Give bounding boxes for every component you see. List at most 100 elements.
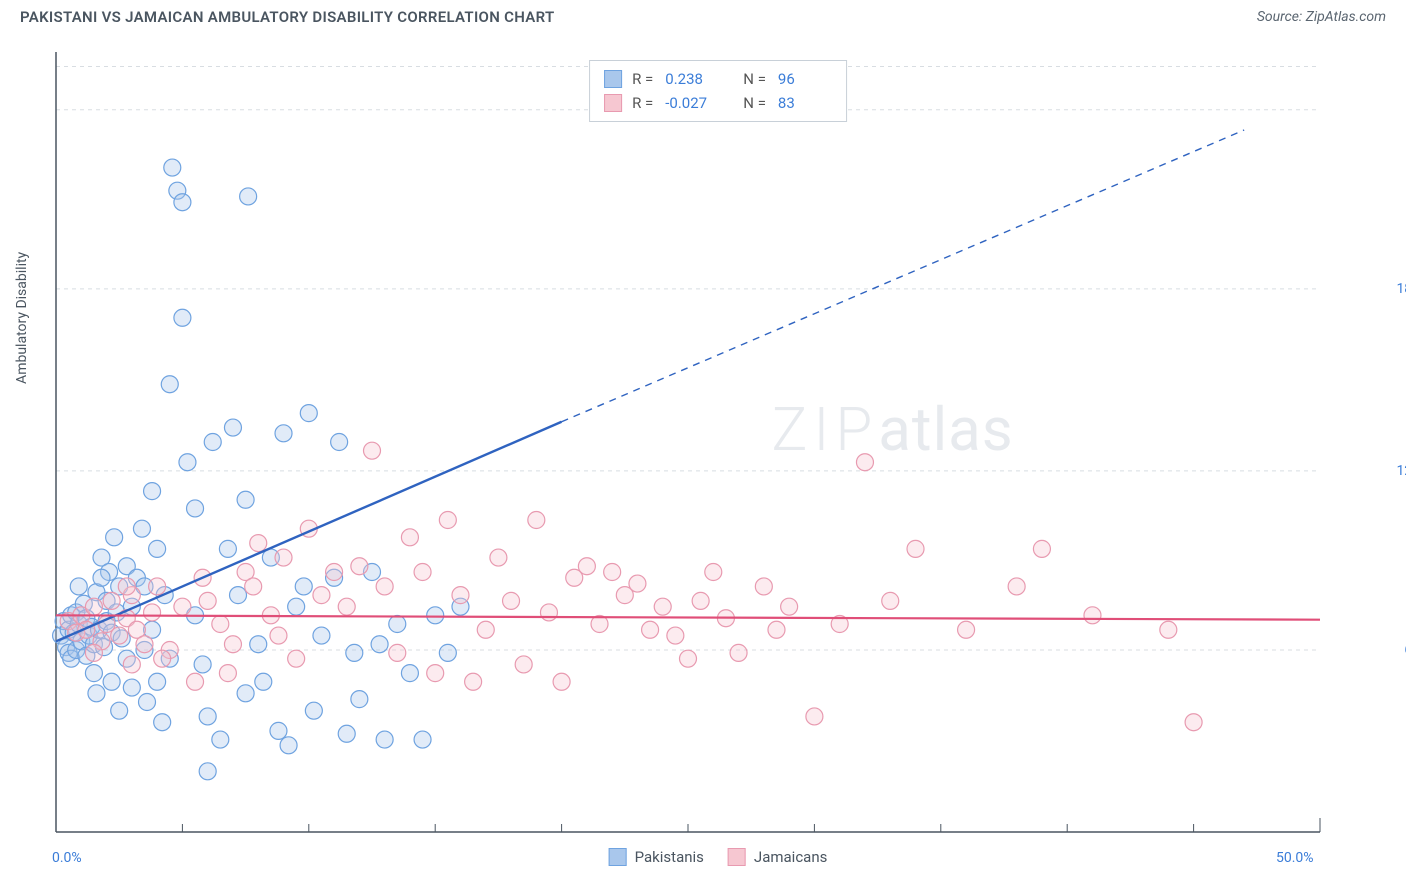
data-point bbox=[240, 188, 257, 205]
trend-line-extrapolated bbox=[562, 130, 1245, 422]
data-point bbox=[179, 454, 196, 471]
data-point bbox=[401, 665, 418, 682]
data-point bbox=[338, 598, 355, 615]
data-point bbox=[93, 569, 110, 586]
data-point bbox=[275, 425, 292, 442]
data-point bbox=[515, 656, 532, 673]
data-point bbox=[1033, 540, 1050, 557]
data-point bbox=[136, 636, 153, 653]
data-point bbox=[364, 442, 381, 459]
data-point bbox=[331, 434, 348, 451]
data-point bbox=[540, 604, 557, 621]
data-point bbox=[88, 685, 105, 702]
data-point bbox=[199, 708, 216, 725]
data-point bbox=[427, 665, 444, 682]
legend-series-item: Jamaicans bbox=[728, 848, 827, 866]
data-point bbox=[144, 604, 161, 621]
data-point bbox=[414, 731, 431, 748]
legend-swatch bbox=[728, 848, 746, 866]
data-point bbox=[755, 578, 772, 595]
data-point bbox=[280, 737, 297, 754]
data-point bbox=[768, 621, 785, 638]
data-point bbox=[199, 592, 216, 609]
legend-r-label: R = bbox=[632, 91, 653, 115]
data-point bbox=[219, 665, 236, 682]
data-point bbox=[237, 491, 254, 508]
data-point bbox=[389, 616, 406, 633]
data-point bbox=[427, 607, 444, 624]
data-point bbox=[351, 691, 368, 708]
data-point bbox=[250, 535, 267, 552]
data-point bbox=[295, 578, 312, 595]
data-point bbox=[149, 540, 166, 557]
data-point bbox=[300, 405, 317, 422]
data-point bbox=[414, 564, 431, 581]
data-point bbox=[154, 650, 171, 667]
data-point bbox=[680, 650, 697, 667]
data-point bbox=[187, 673, 204, 690]
legend-row: R =-0.027N =83 bbox=[604, 91, 832, 115]
data-point bbox=[1008, 578, 1025, 595]
data-point bbox=[275, 549, 292, 566]
trend-line bbox=[56, 615, 1320, 619]
data-point bbox=[907, 540, 924, 557]
data-point bbox=[144, 483, 161, 500]
data-point bbox=[856, 454, 873, 471]
data-point bbox=[351, 558, 368, 575]
data-point bbox=[123, 679, 140, 696]
data-point bbox=[882, 592, 899, 609]
data-point bbox=[149, 673, 166, 690]
data-point bbox=[270, 722, 287, 739]
data-point bbox=[629, 575, 646, 592]
data-point bbox=[439, 644, 456, 661]
data-point bbox=[245, 578, 262, 595]
data-point bbox=[376, 578, 393, 595]
data-point bbox=[781, 598, 798, 615]
data-point bbox=[642, 621, 659, 638]
legend-series-item: Pakistanis bbox=[609, 848, 704, 866]
scatter-plot bbox=[50, 42, 1386, 842]
data-point bbox=[553, 673, 570, 690]
data-point bbox=[503, 592, 520, 609]
legend-swatch bbox=[604, 94, 622, 112]
legend-swatch bbox=[604, 70, 622, 88]
data-point bbox=[85, 598, 102, 615]
data-point bbox=[154, 714, 171, 731]
data-point bbox=[133, 520, 150, 537]
data-point bbox=[465, 673, 482, 690]
data-point bbox=[111, 627, 128, 644]
data-point bbox=[1084, 607, 1101, 624]
data-point bbox=[958, 621, 975, 638]
legend-n-value: 96 bbox=[778, 67, 832, 91]
data-point bbox=[161, 376, 178, 393]
data-point bbox=[199, 763, 216, 780]
data-point bbox=[338, 725, 355, 742]
data-point bbox=[187, 500, 204, 517]
data-point bbox=[667, 627, 684, 644]
data-point bbox=[103, 673, 120, 690]
chart-container: Ambulatory Disability ZIPatlas R =0.238N… bbox=[50, 42, 1386, 842]
data-point bbox=[326, 564, 343, 581]
data-point bbox=[139, 694, 156, 711]
data-point bbox=[250, 636, 267, 653]
data-point bbox=[123, 656, 140, 673]
legend-series-label: Jamaicans bbox=[754, 848, 827, 866]
data-point bbox=[730, 644, 747, 661]
data-point bbox=[528, 512, 545, 529]
x-tick-label: 50.0% bbox=[1276, 850, 1314, 866]
data-point bbox=[477, 621, 494, 638]
data-point bbox=[118, 578, 135, 595]
data-point bbox=[237, 685, 254, 702]
x-tick-label: 0.0% bbox=[52, 850, 82, 866]
legend-r-value: 0.238 bbox=[665, 67, 719, 91]
legend-r-label: R = bbox=[632, 67, 653, 91]
legend-correlation-box: R =0.238N =96R =-0.027N =83 bbox=[589, 60, 847, 122]
data-point bbox=[692, 592, 709, 609]
data-point bbox=[106, 529, 123, 546]
data-point bbox=[174, 309, 191, 326]
data-point bbox=[164, 159, 181, 176]
data-point bbox=[376, 731, 393, 748]
data-point bbox=[230, 587, 247, 604]
data-point bbox=[604, 564, 621, 581]
data-point bbox=[389, 644, 406, 661]
